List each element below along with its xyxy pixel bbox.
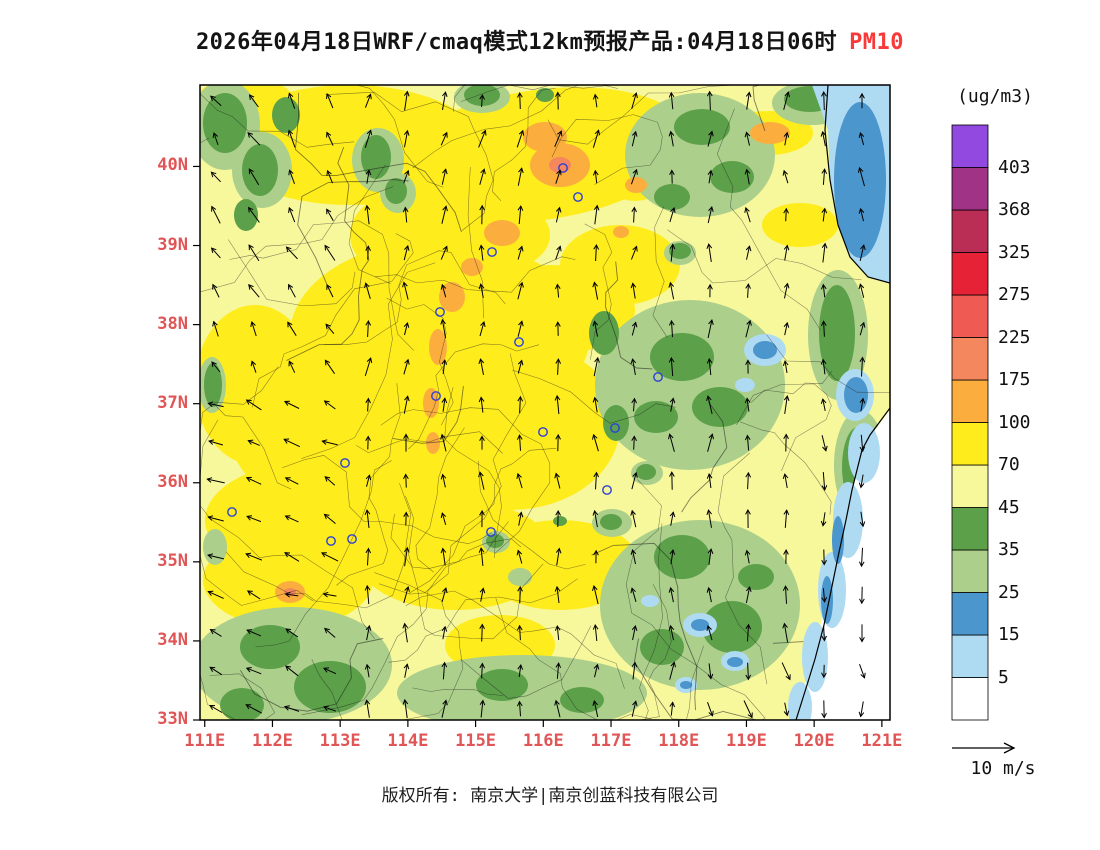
map-canvas	[200, 85, 890, 720]
colorbar	[951, 124, 989, 721]
station-marker	[558, 163, 568, 173]
colorbar-segment	[951, 592, 989, 636]
colorbar-segment	[951, 124, 989, 168]
lon-label: 118E	[658, 731, 700, 751]
colorbar-tick-label: 45	[998, 496, 1020, 518]
colorbar-tick-label: 25	[998, 581, 1020, 603]
colorbar-units-label: (ug/m3)	[957, 86, 1033, 107]
boundary-lines	[200, 85, 890, 720]
colorbar-segment	[951, 677, 989, 721]
station-marker	[340, 458, 350, 468]
lat-label: 38N	[157, 313, 188, 334]
lat-label: 40N	[157, 155, 188, 176]
colorbar-segment	[951, 379, 989, 423]
wind-legend-arrow	[952, 742, 1016, 754]
lon-label: 115E	[455, 731, 497, 751]
colorbar-segment	[951, 634, 989, 678]
lon-label: 112E	[251, 731, 293, 751]
lat-label: 33N	[157, 709, 188, 729]
lat-label: 34N	[157, 629, 188, 650]
wind-legend-label: 10 m/s	[970, 758, 1036, 779]
station-marker	[227, 507, 237, 517]
lat-label: 37N	[157, 392, 188, 413]
colorbar-tick-label: 15	[998, 624, 1020, 645]
title-pollutant: PM10	[849, 30, 905, 55]
colorbar-tick-label: 275	[998, 284, 1031, 305]
station-marker	[486, 527, 496, 537]
station-marker	[347, 534, 357, 544]
station-marker	[610, 423, 620, 433]
colorbar-tick-label: 70	[998, 454, 1020, 475]
coastline	[824, 85, 890, 284]
title-main: 2026年04月18日WRF/cmaq模式12km预报产品:04月18日06时	[195, 30, 838, 55]
station-marker	[435, 307, 445, 317]
colorbar-segment	[951, 507, 989, 551]
lon-label: 117E	[590, 731, 632, 751]
station-marker	[514, 337, 524, 347]
colorbar-segment	[951, 167, 989, 211]
lon-label: 120E	[793, 731, 835, 751]
station-markers	[227, 163, 663, 546]
lon-label: 119E	[725, 731, 767, 751]
lon-label: 113E	[319, 731, 361, 751]
station-marker	[602, 485, 612, 495]
colorbar-tick-label: 5	[998, 666, 1009, 688]
lat-label: 36N	[157, 471, 188, 492]
colorbar-segment	[951, 337, 989, 381]
station-marker	[573, 192, 583, 202]
colorbar-segment	[951, 464, 989, 508]
colorbar-segment	[951, 422, 989, 466]
colorbar-segment	[951, 294, 989, 338]
lon-label: 121E	[861, 731, 903, 751]
colorbar-tick-label: 368	[998, 199, 1031, 220]
colorbar-tick-label: 403	[998, 156, 1031, 178]
lon-label: 114E	[387, 731, 429, 751]
station-marker	[487, 247, 497, 257]
coastline	[795, 407, 890, 720]
colorbar-segment	[951, 549, 989, 593]
station-marker	[538, 427, 548, 437]
lat-label: 35N	[157, 550, 188, 571]
station-marker	[431, 391, 441, 401]
lat-label: 39N	[157, 234, 188, 255]
colorbar-tick-label: 35	[998, 539, 1020, 560]
station-marker	[653, 372, 663, 382]
lon-label: 111E	[184, 731, 226, 751]
colorbar-segment	[951, 209, 989, 253]
colorbar-tick-label: 325	[998, 241, 1031, 263]
figure-title: 2026年04月18日WRF/cmaq模式12km预报产品:04月18日06时 P…	[0, 24, 1100, 56]
lon-label: 116E	[522, 731, 564, 751]
colorbar-tick-label: 175	[998, 369, 1031, 390]
colorbar-segment	[951, 252, 989, 296]
station-marker	[326, 536, 336, 546]
map-frame	[199, 84, 891, 721]
copyright-text: 版权所有: 南京大学|南京创蓝科技有限公司	[381, 786, 719, 806]
wind-arrows	[206, 90, 866, 719]
colorbar-tick-label: 100	[998, 411, 1031, 433]
colorbar-tick-label: 225	[998, 326, 1031, 348]
